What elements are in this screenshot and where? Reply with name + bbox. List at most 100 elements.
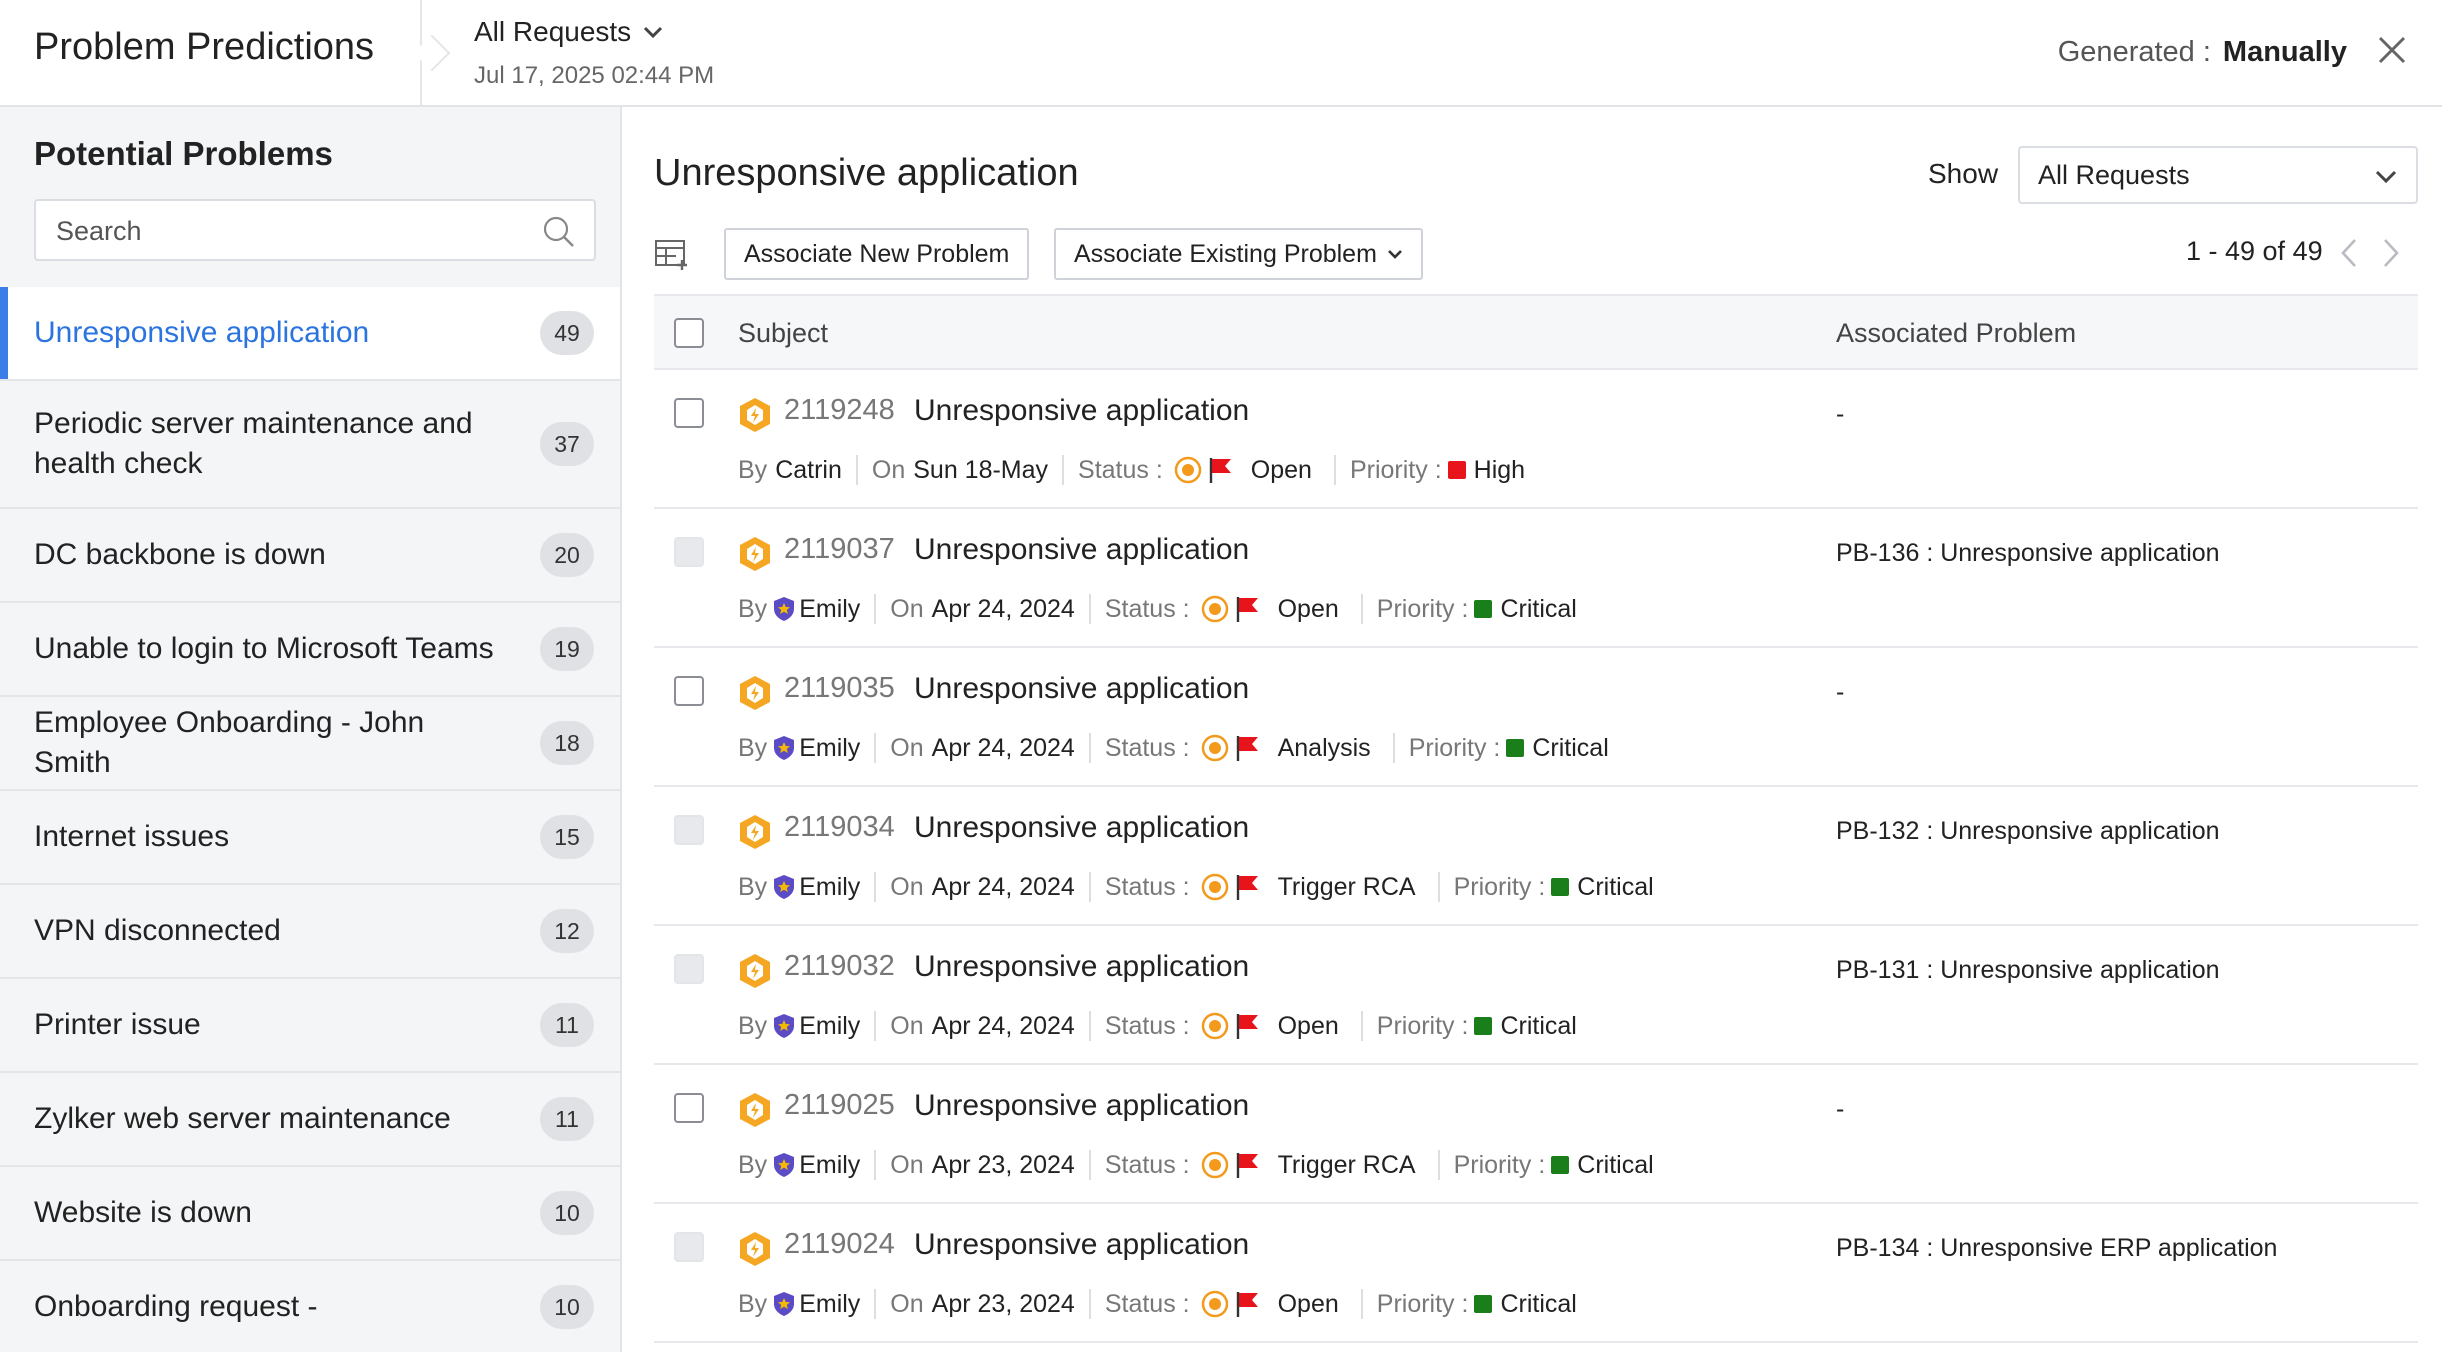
status-value: Trigger RCA bbox=[1277, 1150, 1416, 1179]
request-icon bbox=[740, 954, 770, 988]
request-subject[interactable]: Unresponsive application bbox=[914, 1228, 1250, 1261]
request-subject[interactable]: Unresponsive application bbox=[914, 1089, 1250, 1122]
requester-name: Emily bbox=[799, 594, 861, 623]
request-id[interactable]: 2119035 bbox=[784, 672, 895, 704]
status-dot-icon bbox=[1201, 1012, 1228, 1040]
request-subject[interactable]: Unresponsive application bbox=[914, 950, 1250, 983]
meta-divider bbox=[1062, 455, 1065, 485]
sidebar-item-label: Unable to login to Microsoft Teams bbox=[34, 632, 494, 665]
request-id[interactable]: 2119032 bbox=[784, 950, 895, 982]
table-row[interactable]: 2119035 Unresponsive application - By Emily O… bbox=[654, 648, 2418, 787]
search-icon[interactable] bbox=[542, 215, 576, 249]
priority-label: Priority : bbox=[1376, 594, 1469, 623]
request-subject[interactable]: Unresponsive application bbox=[914, 811, 1250, 844]
status-value: Open bbox=[1277, 594, 1339, 623]
meta-divider bbox=[1088, 872, 1091, 902]
status-value: Open bbox=[1277, 1289, 1339, 1318]
priority-value: High bbox=[1473, 455, 1526, 484]
request-filter-dropdown[interactable]: All Requests bbox=[474, 16, 663, 48]
request-subject[interactable]: Unresponsive application bbox=[914, 672, 1250, 705]
request-id[interactable]: 2119034 bbox=[784, 811, 895, 843]
table-settings-icon[interactable] bbox=[654, 238, 690, 270]
request-icon bbox=[740, 1093, 770, 1127]
table-row[interactable]: 2119248 Unresponsive application - By Catrin… bbox=[654, 370, 2418, 509]
table-row[interactable]: 2119037 Unresponsive application PB-136 : … bbox=[654, 509, 2418, 648]
sidebar-item-problem[interactable]: Onboarding request - 10 bbox=[0, 1261, 620, 1352]
sidebar-item-problem[interactable]: Internet issues 15 bbox=[0, 791, 620, 885]
potential-problems-sidebar: Potential Problems Unresponsive applicat… bbox=[0, 107, 622, 1352]
sidebar-item-label: Website is down bbox=[34, 1196, 252, 1229]
problem-title: Unresponsive application bbox=[654, 152, 1079, 194]
request-meta: By Emily On Apr 24, 2024 Status : Open Priorit… bbox=[738, 591, 1577, 627]
count-badge: 18 bbox=[540, 721, 594, 765]
associated-problem: - bbox=[1836, 400, 1845, 428]
priority-value: Critical bbox=[1577, 1150, 1654, 1179]
count-badge: 11 bbox=[540, 1003, 594, 1047]
request-id[interactable]: 2119248 bbox=[784, 394, 895, 426]
associate-existing-problem-button[interactable]: Associate Existing Problem bbox=[1054, 228, 1423, 280]
table-row[interactable]: 2119025 Unresponsive application - By Emily O… bbox=[654, 1065, 2418, 1204]
row-checkbox[interactable] bbox=[674, 1093, 704, 1123]
table-row[interactable]: 2119032 Unresponsive application PB-131 : … bbox=[654, 926, 2418, 1065]
on-label: On bbox=[890, 1289, 924, 1318]
sidebar-item-problem[interactable]: Website is down 10 bbox=[0, 1167, 620, 1261]
request-icon bbox=[740, 537, 770, 571]
row-checkbox[interactable] bbox=[674, 676, 704, 706]
associate-existing-problem-label: Associate Existing Problem bbox=[1074, 239, 1377, 268]
priority-color-indicator bbox=[1474, 1017, 1493, 1035]
associate-new-problem-button[interactable]: Associate New Problem bbox=[724, 228, 1030, 280]
request-subject[interactable]: Unresponsive application bbox=[914, 394, 1250, 427]
created-date: Sun 18-May bbox=[913, 455, 1049, 484]
associated-problem[interactable]: PB-136 : Unresponsive application bbox=[1836, 539, 2220, 567]
row-checkbox bbox=[674, 815, 704, 845]
on-label: On bbox=[871, 455, 906, 484]
show-filter-select[interactable]: All Requests bbox=[2018, 146, 2418, 204]
sidebar-item-problem[interactable]: Printer issue 11 bbox=[0, 979, 620, 1073]
sidebar-item-problem[interactable]: Employee Onboarding - John Smith 18 bbox=[0, 697, 620, 791]
meta-divider bbox=[855, 455, 858, 485]
associated-problem[interactable]: PB-134 : Unresponsive ERP application bbox=[1836, 1234, 2278, 1262]
request-id[interactable]: 2119024 bbox=[784, 1228, 895, 1260]
column-header-associated-problem: Associated Problem bbox=[1836, 318, 2077, 348]
sidebar-item-problem[interactable]: Zylker web server maintenance 11 bbox=[0, 1073, 620, 1167]
status-dot-icon bbox=[1201, 595, 1228, 623]
meta-divider bbox=[1088, 733, 1091, 763]
sidebar-item-problem[interactable]: DC backbone is down 20 bbox=[0, 509, 620, 603]
sidebar-item-problem[interactable]: VPN disconnected 12 bbox=[0, 885, 620, 979]
priority-label: Priority : bbox=[1408, 733, 1501, 762]
table-row[interactable]: 2119024 Unresponsive application PB-134 : … bbox=[654, 1204, 2418, 1343]
flag-icon bbox=[1236, 1153, 1258, 1178]
status-label: Status : bbox=[1104, 594, 1190, 623]
priority-color-indicator bbox=[1551, 1156, 1570, 1174]
meta-divider bbox=[1360, 594, 1363, 624]
sidebar-item-problem[interactable]: Unable to login to Microsoft Teams 19 bbox=[0, 603, 620, 697]
meta-divider bbox=[874, 733, 877, 763]
associated-problem[interactable]: PB-132 : Unresponsive application bbox=[1836, 817, 2220, 845]
meta-divider bbox=[874, 872, 877, 902]
priority-label: Priority : bbox=[1349, 455, 1442, 484]
sidebar-item-problem[interactable]: Unresponsive application 49 bbox=[0, 287, 620, 381]
sidebar-item-problem[interactable]: Periodic server maintenance and health c… bbox=[0, 381, 620, 509]
flag-icon bbox=[1236, 1292, 1258, 1317]
by-label: By bbox=[738, 1289, 768, 1318]
on-label: On bbox=[890, 733, 924, 762]
sidebar-item-label: Unresponsive application bbox=[34, 316, 370, 349]
chevron-right-icon[interactable] bbox=[2380, 236, 2402, 270]
top-header: Problem Predictions All Requests Jul 17,… bbox=[0, 0, 2442, 107]
chevron-left-icon[interactable] bbox=[2338, 236, 2360, 270]
associated-problem[interactable]: PB-131 : Unresponsive application bbox=[1836, 956, 2220, 984]
request-subject[interactable]: Unresponsive application bbox=[914, 533, 1250, 566]
select-all-checkbox[interactable] bbox=[674, 318, 704, 348]
by-label: By bbox=[738, 872, 768, 901]
request-id[interactable]: 2119025 bbox=[784, 1089, 895, 1121]
close-icon[interactable] bbox=[2372, 30, 2412, 70]
requester-name: Emily bbox=[799, 1289, 861, 1318]
meta-divider bbox=[874, 594, 877, 624]
sidebar-item-label: Internet issues bbox=[34, 820, 230, 853]
chevron-down-icon bbox=[644, 26, 663, 39]
search-input[interactable] bbox=[56, 211, 536, 251]
table-row[interactable]: 2119034 Unresponsive application PB-132 : … bbox=[654, 787, 2418, 926]
request-id[interactable]: 2119037 bbox=[784, 533, 895, 565]
flag-icon bbox=[1236, 597, 1258, 622]
row-checkbox[interactable] bbox=[674, 398, 704, 428]
